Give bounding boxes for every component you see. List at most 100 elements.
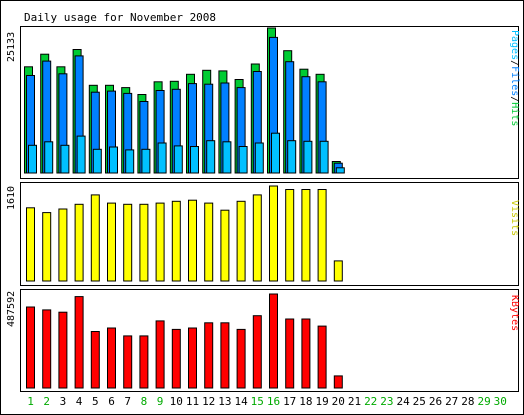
pages-bar [28,144,37,174]
legend-hits: Hits [509,102,520,126]
day-label: 28 [461,395,474,408]
day-label: 7 [124,395,131,408]
pages-bar [206,140,216,174]
visits-bars [26,185,343,282]
visits-bar [42,212,52,282]
day-label: 15 [251,395,264,408]
day-label: 12 [202,395,215,408]
day-label: 14 [234,395,248,408]
kbytes-bar [252,315,262,389]
visits-bar [139,203,149,282]
chart-title: Daily usage for November 2008 [24,11,216,24]
visits-bar [58,208,68,282]
day-label: 16 [267,395,280,408]
visits-bar [74,203,84,282]
hits-bars [24,27,345,174]
day-label: 4 [76,395,83,408]
pages-bar [238,146,248,174]
day-label: 20 [332,395,345,408]
visits-bar [123,203,133,282]
pages-bar [222,141,232,174]
pages-bar [60,144,70,174]
kbytes-bar [220,322,230,389]
pages-bar [271,132,280,174]
legend-sep-2: / [509,96,520,102]
visits-bar [236,200,246,282]
kbytes-bars [26,293,343,389]
day-label: 23 [380,395,393,408]
visits-bar [188,199,197,282]
visits-bar [333,260,343,282]
kbytes-max-label: 487592 [6,291,17,327]
day-label: 21 [348,395,361,408]
pages-bar [125,149,135,174]
day-label: 3 [60,395,67,408]
kbytes-bar [90,331,100,389]
pages-bar [319,140,329,174]
day-label: 13 [218,395,231,408]
hits-legend: Pages/Files/Hits [509,30,520,126]
day-label: 24 [396,395,410,408]
day-label: 25 [413,395,426,408]
kbytes-bar [204,322,214,389]
pages-bar [190,146,199,174]
day-labels: 1 2 3 4 5 6 7 8 9 10 11 12 13 14 15 16 17 18 19 20 21 22 23 24 2… [27,395,507,408]
kbytes-bar [188,327,197,389]
day-label: 1 [27,395,34,408]
kbytes-bar [107,327,116,389]
pages-bar [287,140,297,174]
visits-legend: Visits [509,200,520,236]
visits-bar [301,189,311,282]
pages-bar [44,141,54,174]
kbytes-bar [236,328,246,389]
kbytes-bar [269,293,278,389]
day-label: 27 [445,395,458,408]
kbytes-bar [155,320,165,389]
kbytes-bar [317,325,327,389]
visits-bar [204,202,214,282]
visits-bar [285,189,295,282]
day-label: 29 [477,395,490,408]
kbytes-bar [301,318,311,389]
pages-bar [92,148,102,174]
day-label: 9 [157,395,164,408]
pages-bar [141,148,151,174]
kbytes-bar [42,309,52,389]
legend-pages: Pages [509,30,520,60]
day-label: 5 [92,395,99,408]
day-label: 19 [315,395,328,408]
visits-bar [252,194,262,282]
kbytes-bar [285,318,295,389]
pages-bar [157,142,167,174]
visits-bar [269,185,278,282]
visits-bar [155,202,165,282]
day-label: 11 [186,395,199,408]
day-label: 10 [170,395,183,408]
kbytes-legend: KBytes [509,295,520,331]
kbytes-bar [123,335,133,389]
kbytes-bar [139,335,149,389]
visits-bar [171,200,181,282]
legend-sep-1: / [509,60,520,66]
pages-bar [76,135,86,174]
visits-bar [90,194,100,282]
day-label: 6 [108,395,115,408]
visits-max-label: 1610 [6,186,17,210]
pages-bar [109,146,118,174]
day-label: 30 [494,395,507,408]
kbytes-bar [171,328,181,389]
day-label: 26 [429,395,442,408]
day-label: 22 [364,395,377,408]
pages-bar [335,167,345,174]
visits-bar [107,202,116,282]
day-label: 8 [141,395,148,408]
hits-max-label: 25133 [6,32,17,62]
day-label: 17 [283,395,296,408]
visits-bar [26,207,35,282]
day-label: 18 [299,395,312,408]
visits-bar [317,189,327,282]
legend-files: Files [509,66,520,96]
pages-bar [254,142,264,174]
kbytes-bar [74,296,84,389]
